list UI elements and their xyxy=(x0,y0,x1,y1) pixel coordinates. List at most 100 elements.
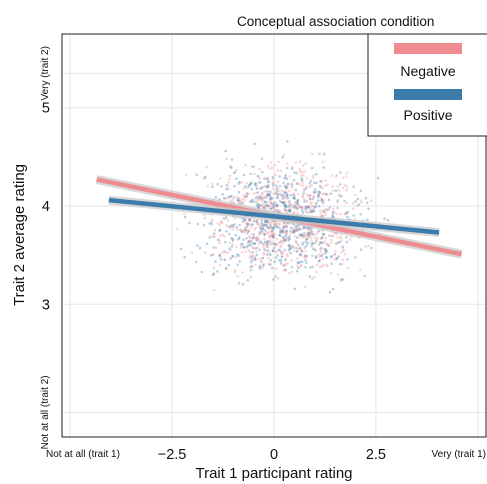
scatter-point xyxy=(337,255,340,258)
scatter-point xyxy=(340,262,344,266)
scatter-point xyxy=(220,221,223,224)
scatter-point xyxy=(281,254,284,258)
scatter-point xyxy=(272,278,275,281)
scatter-point xyxy=(281,231,285,234)
scatter-point xyxy=(226,186,230,189)
scatter-point xyxy=(315,232,319,235)
scatter-point xyxy=(246,224,249,228)
scatter-point xyxy=(317,259,321,263)
scatter-point xyxy=(274,223,278,227)
y-tick-label: Very (trait 2) xyxy=(40,46,51,100)
scatter-point xyxy=(249,250,252,254)
scatter-point xyxy=(298,167,301,171)
scatter-point xyxy=(262,264,265,268)
scatter-point xyxy=(267,256,270,260)
scatter-point xyxy=(242,173,246,177)
scatter-point xyxy=(224,258,227,262)
scatter-point xyxy=(260,260,263,263)
scatter-point xyxy=(244,221,247,225)
scatter-point xyxy=(250,199,253,203)
scatter-point xyxy=(336,236,340,239)
scatter-point xyxy=(256,202,260,206)
scatter-point xyxy=(243,227,247,230)
scatter-point xyxy=(303,188,306,191)
scatter-point xyxy=(245,192,249,195)
scatter-point xyxy=(320,200,323,203)
scatter-point xyxy=(325,255,328,259)
scatter-point xyxy=(295,207,298,210)
scatter-point xyxy=(303,246,307,249)
scatter-point xyxy=(283,239,286,242)
scatter-point xyxy=(312,181,316,185)
scatter-point xyxy=(288,237,292,240)
scatter-point xyxy=(260,199,264,202)
scatter-point xyxy=(345,188,348,192)
scatter-point xyxy=(300,206,304,209)
scatter-point xyxy=(278,175,282,178)
scatter-point xyxy=(266,249,270,252)
scatter-point xyxy=(272,177,275,181)
scatter-point xyxy=(290,259,294,262)
x-axis-ticks: Not at all (trait 1) −2.5 0 2.5 Very (trait … xyxy=(46,447,486,463)
scatter-point xyxy=(216,222,219,225)
scatter-point xyxy=(253,200,256,204)
scatter-point xyxy=(256,195,260,198)
scatter-point xyxy=(260,267,264,270)
scatter-point xyxy=(279,169,283,172)
scatter-point xyxy=(218,253,222,256)
scatter-point xyxy=(231,224,235,227)
scatter-point xyxy=(257,175,261,179)
scatter-point xyxy=(253,184,257,187)
scatter-point xyxy=(282,237,285,240)
scatter-point xyxy=(285,225,288,229)
scatter-point xyxy=(260,195,264,199)
scatter-point xyxy=(301,164,305,167)
scatter-point xyxy=(242,217,246,221)
scatter-point xyxy=(283,184,287,188)
scatter-point xyxy=(230,166,233,170)
scatter-point xyxy=(331,185,334,188)
scatter-point xyxy=(275,203,279,207)
scatter-point xyxy=(252,247,256,251)
scatter-point xyxy=(278,192,282,195)
scatter-point xyxy=(300,178,304,182)
scatter-point xyxy=(249,265,252,269)
scatter-point xyxy=(218,263,222,267)
scatter-point xyxy=(318,241,322,244)
scatter-point xyxy=(227,263,231,267)
scatter-point xyxy=(271,249,275,253)
scatter-point xyxy=(262,243,265,246)
scatter-point xyxy=(315,239,318,242)
scatter-point xyxy=(325,250,329,253)
scatter-point xyxy=(270,240,274,244)
scatter-point xyxy=(301,184,304,188)
scatter-point xyxy=(312,241,316,245)
scatter-point xyxy=(255,204,259,208)
scatter-point xyxy=(237,282,241,285)
scatter-point xyxy=(225,251,228,255)
scatter-point xyxy=(212,246,216,249)
scatter-point xyxy=(258,264,262,267)
scatter-point xyxy=(243,245,246,249)
scatter-point xyxy=(270,229,274,233)
scatter-point xyxy=(275,189,279,193)
scatter-point xyxy=(314,255,318,258)
scatter-point xyxy=(231,239,235,242)
scatter-point xyxy=(314,190,318,194)
legend-title: Conceptual association condition xyxy=(237,14,434,29)
x-axis-label: Trait 1 participant rating xyxy=(195,465,352,482)
scatter-point xyxy=(260,191,264,195)
scatter-point xyxy=(338,195,342,198)
scatter-point xyxy=(308,232,311,235)
scatter-point xyxy=(259,197,262,200)
y-tick-label: 5 xyxy=(42,101,50,117)
scatter-point xyxy=(278,234,281,237)
scatter-point xyxy=(211,253,215,256)
scatter-point xyxy=(269,197,273,200)
scatter-point xyxy=(249,254,252,258)
scatter-point xyxy=(278,185,282,188)
scatter-point xyxy=(310,183,313,187)
scatter-point xyxy=(283,248,287,252)
scatter-point xyxy=(352,214,356,217)
scatter-point xyxy=(253,242,256,245)
